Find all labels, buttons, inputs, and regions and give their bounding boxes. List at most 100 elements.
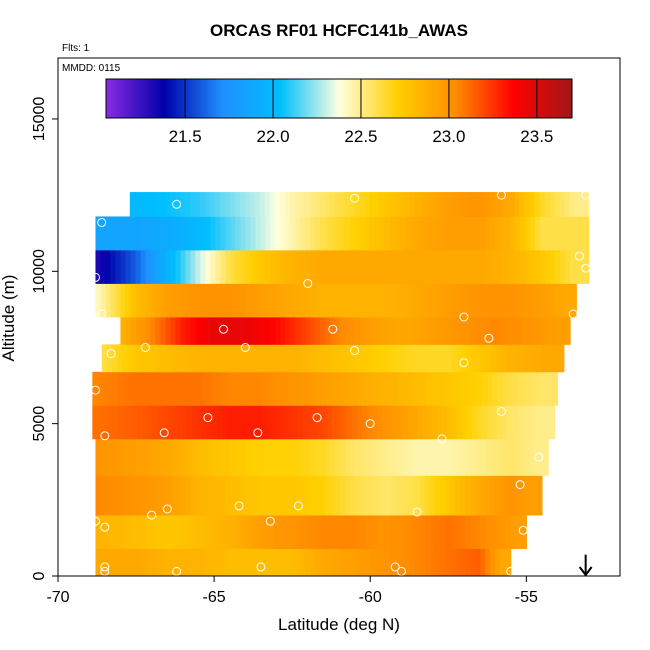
- heatmap-cell: [540, 317, 546, 345]
- heatmap-cell: [126, 344, 133, 373]
- heatmap-cell: [229, 192, 236, 217]
- sample-point: [100, 566, 110, 576]
- heatmap-cell: [382, 371, 388, 406]
- heatmap-cell: [432, 371, 438, 406]
- heatmap-cell: [545, 216, 551, 251]
- heatmap-cell: [227, 371, 233, 406]
- heatmap-cell: [526, 344, 532, 373]
- heatmap-cell: [175, 216, 181, 251]
- heatmap-cell: [405, 317, 411, 345]
- heatmap-cell: [390, 515, 396, 549]
- heatmap-cell: [250, 249, 256, 284]
- heatmap-cell: [280, 216, 286, 251]
- heatmap-cell: [332, 405, 338, 440]
- heatmap-cell: [382, 405, 388, 440]
- heatmap-cell: [472, 371, 478, 406]
- heatmap-cell: [255, 249, 261, 284]
- heatmap-cell: [199, 192, 206, 217]
- heatmap-cell: [340, 515, 346, 549]
- heatmap-cell: [195, 548, 201, 577]
- heatmap-cell: [436, 344, 443, 373]
- heatmap-cell: [387, 371, 393, 406]
- heatmap-cell: [526, 371, 533, 406]
- heatmap-cell: [207, 405, 213, 440]
- sample-point: [140, 343, 150, 352]
- heatmap-cell: [459, 192, 466, 217]
- heatmap-cell: [130, 438, 137, 476]
- heatmap-cell: [167, 405, 173, 440]
- heatmap-cell: [415, 216, 421, 251]
- heatmap-cell: [362, 405, 368, 440]
- heatmap-cell: [379, 192, 386, 217]
- heatmap-cell: [342, 371, 348, 406]
- heatmap-cell: [159, 192, 166, 217]
- heatmap-cell: [147, 371, 153, 406]
- heatmap-cell: [486, 344, 492, 373]
- heatmap-cell: [480, 317, 486, 345]
- heatmap-cell: [127, 405, 133, 440]
- heatmap-cell: [482, 405, 488, 440]
- heatmap-cell: [529, 192, 536, 217]
- heatmap-cell: [190, 283, 196, 318]
- heatmap-cell: [145, 548, 152, 577]
- heatmap-cell: [235, 475, 241, 516]
- heatmap-cell: [280, 475, 286, 516]
- heatmap-cell: [165, 548, 171, 577]
- heatmap-cell: [521, 405, 528, 440]
- heatmap-cell: [125, 249, 132, 284]
- heatmap-cell: [450, 317, 456, 345]
- heatmap-cell: [325, 216, 331, 251]
- heatmap-cell: [305, 216, 311, 251]
- heatmap-cell: [225, 515, 231, 549]
- heatmap-cell: [415, 317, 421, 345]
- heatmap-cell: [445, 515, 451, 549]
- heatmap-cell: [355, 475, 361, 516]
- heatmap-cell: [140, 475, 147, 516]
- heatmap-cell: [510, 216, 516, 251]
- heatmap-cell: [209, 192, 216, 217]
- heatmap-cell: [381, 344, 388, 373]
- heatmap-cell: [460, 515, 466, 549]
- heatmap-cell: [417, 371, 423, 406]
- heatmap-cell: [225, 475, 231, 516]
- heatmap-cell: [550, 249, 556, 284]
- heatmap-cell: [390, 475, 396, 516]
- heatmap-cell: [430, 548, 436, 577]
- heatmap-cell: [155, 317, 162, 345]
- heatmap-cell: [510, 515, 516, 549]
- heatmap-cell: [506, 405, 513, 440]
- heatmap-cell: [235, 216, 241, 251]
- heatmap-cell: [421, 344, 428, 373]
- heatmap-cell: [574, 192, 581, 217]
- heatmap-cell: [440, 249, 446, 284]
- heatmap-cell: [455, 548, 461, 577]
- y-tick-label: 0: [31, 571, 48, 580]
- heatmap-cell: [216, 344, 223, 373]
- sample-point: [293, 501, 303, 511]
- heatmap-cell: [431, 344, 438, 373]
- heatmap-cell: [196, 344, 203, 373]
- heatmap-cell: [415, 515, 421, 549]
- heatmap-cell: [300, 515, 306, 549]
- heatmap-cell: [259, 192, 266, 217]
- heatmap-cell: [515, 249, 521, 284]
- heatmap-cell: [130, 475, 137, 516]
- heatmap-cell: [255, 548, 261, 577]
- heatmap-cell: [555, 216, 561, 251]
- heatmap-cell: [491, 371, 498, 406]
- heatmap-cell: [401, 344, 408, 373]
- heatmap-cell: [390, 548, 396, 577]
- heatmap-cell: [400, 283, 406, 318]
- heatmap-cell: [435, 249, 441, 284]
- heatmap-cell: [130, 317, 137, 345]
- sample-point: [412, 507, 422, 517]
- heatmap-cell: [417, 405, 423, 440]
- heatmap-cell: [445, 475, 451, 516]
- date-note: MMDD: 0115: [62, 63, 121, 74]
- heatmap-cell: [495, 249, 501, 284]
- heatmap-cell: [230, 515, 236, 549]
- heatmap-cell: [490, 475, 496, 516]
- heatmap-cell: [146, 344, 153, 373]
- heatmap-cell: [470, 515, 476, 549]
